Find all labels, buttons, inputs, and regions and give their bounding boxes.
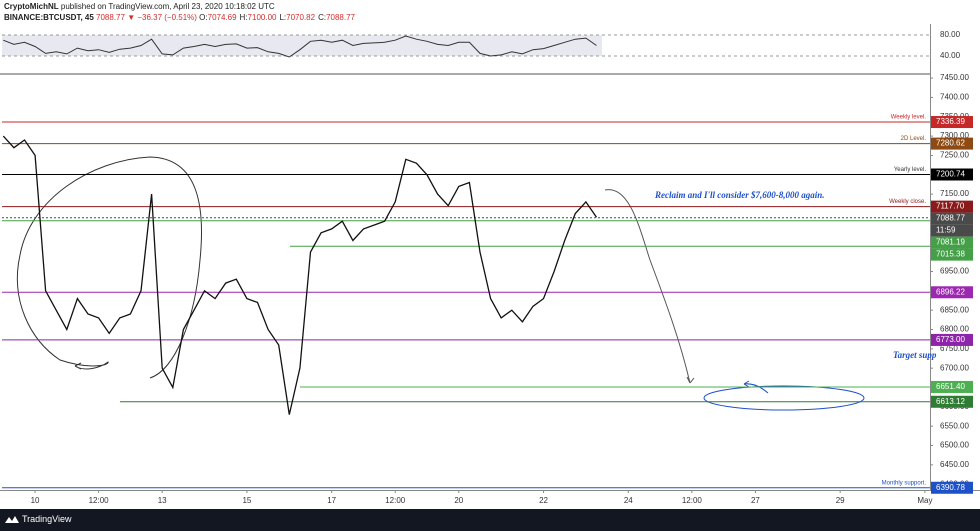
y-tick-label: 7300.00 (940, 131, 969, 140)
y-tick-label: 6750.00 (940, 344, 969, 353)
price-label: 7081.19 (936, 238, 965, 247)
x-tick-label: 12:00 (385, 496, 406, 505)
annotation: Reclaim and I'll consider $7,600-8,000 a… (654, 190, 825, 200)
price-label-box (931, 286, 973, 299)
price-label: 7015.38 (936, 250, 965, 259)
x-tick-label: 17 (327, 496, 336, 505)
rsi-line (3, 35, 597, 58)
rsi-tick-label: 80.00 (940, 30, 961, 39)
ohlc-value: 7088.77 (326, 13, 355, 22)
price-label-box (931, 380, 973, 393)
price-label: 6896.22 (936, 287, 965, 296)
chart: 80.0040.007450.007400.007350.007300.0072… (0, 24, 980, 505)
rsi-tick-label: 40.00 (940, 51, 961, 60)
x-tick-label: 20 (454, 496, 463, 505)
ohlc-key: O: (199, 13, 208, 22)
y-tick-label: 7400.00 (940, 93, 969, 102)
price-label: 6773.00 (936, 335, 965, 344)
ohlc-value: 7074.69 (207, 13, 237, 22)
price-label-box (931, 248, 973, 261)
x-tick-label: 24 (624, 496, 633, 505)
y-tick-label: 7150.00 (940, 189, 969, 198)
price-label-box (931, 236, 973, 249)
y-tick-label: 6800.00 (940, 325, 969, 334)
countdown-box (931, 224, 973, 237)
y-tick-label: 6450.00 (940, 460, 969, 469)
brand: TradingView (22, 514, 72, 524)
ohlc: O:7074.69 H:7100.00 L:7070.82 C:7088.77 (199, 13, 358, 22)
target-ellipse (703, 385, 865, 411)
price-label: 6390.78 (936, 483, 965, 492)
price-label-box (931, 116, 973, 129)
level-note: 2D Level. (901, 136, 927, 142)
y-tick-label: 6500.00 (940, 441, 969, 450)
price-label: 7200.74 (936, 170, 965, 179)
ohlc-key: C: (318, 13, 327, 22)
level-note: Monthly support. (882, 480, 927, 486)
level-note: Yearly level. (894, 167, 926, 173)
price-label-box (931, 333, 973, 346)
footer-bar: TradingView (0, 509, 980, 531)
y-tick-label: 6550.00 (940, 421, 969, 430)
price-label: 7088.77 (936, 214, 965, 223)
ohlc-value: 7100.00 (247, 13, 277, 22)
drawn-arrow (16, 254, 109, 370)
x-tick-label: 22 (539, 496, 548, 505)
price-label: 6651.40 (936, 382, 965, 391)
ohlc-key: L: (279, 13, 287, 22)
change: ▼ −36.37 (−0.51%) (127, 13, 197, 22)
price-label-box (931, 137, 973, 150)
level-note: Weekly level. (891, 115, 927, 121)
price-label-box (931, 212, 973, 225)
x-tick-label: 29 (836, 496, 845, 505)
price-label-box (931, 168, 973, 181)
x-tick-label: 12:00 (89, 496, 110, 505)
last-price: 7088.77 (96, 13, 125, 22)
symbol: BINANCE:BTCUSDT, 45 (4, 13, 94, 22)
price-label: 7280.62 (936, 139, 965, 148)
level-note: Weekly close. (889, 199, 926, 205)
x-tick-label: 15 (242, 496, 251, 505)
price-label: 6613.12 (936, 397, 965, 406)
drawn-projection (604, 189, 695, 384)
price-line (2, 135, 598, 415)
countdown: 11:59 (936, 226, 956, 235)
annotation: Target supp (893, 350, 937, 360)
author: CryptoMichNL (4, 2, 59, 11)
symbol-line: BINANCE:BTCUSDT, 45 7088.77 ▼ −36.37 (−0… (4, 13, 358, 22)
x-tick-label: 27 (751, 496, 760, 505)
y-tick-label: 7250.00 (940, 151, 969, 160)
x-tick-label: 10 (31, 496, 40, 505)
drawn-loop (19, 156, 202, 379)
x-tick-label: May (917, 496, 932, 505)
publish-line: CryptoMichNL published on TradingView.co… (4, 2, 275, 11)
x-tick-label: 12:00 (682, 496, 703, 505)
ohlc-key: H: (239, 13, 248, 22)
price-label-box (931, 481, 973, 494)
ohlc-value: 7070.82 (286, 13, 316, 22)
rsi-band (2, 34, 602, 56)
publish-info: published on TradingView.com, April 23, … (60, 2, 275, 11)
price-label: 7117.70 (936, 202, 965, 211)
y-tick-label: 6850.00 (940, 305, 969, 314)
y-tick-label: 6700.00 (940, 363, 969, 372)
y-tick-label: 7450.00 (940, 73, 969, 82)
price-label: 7336.39 (936, 117, 965, 126)
price-label-box (931, 200, 973, 213)
y-tick-label: 6950.00 (940, 267, 969, 276)
price-label-box (931, 395, 973, 408)
x-tick-label: 13 (158, 496, 167, 505)
logo (5, 516, 19, 523)
